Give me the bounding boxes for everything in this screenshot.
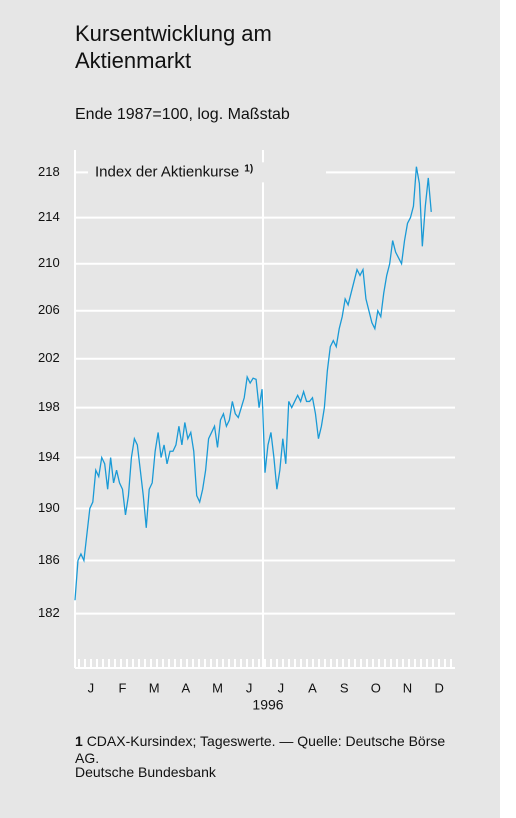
footnote-marker: 1	[75, 733, 83, 749]
footnote: CDAX-Kursindex; Tageswerte. — Quelle: De…	[75, 733, 446, 766]
chart-subtitle: Ende 1987=100, log. Maßstab	[75, 106, 290, 123]
x-tick-label: J	[88, 680, 95, 695]
x-tick-label: J	[278, 680, 285, 695]
y-tick-label: 182	[38, 605, 60, 620]
y-tick-label: 198	[38, 399, 60, 414]
annotation-bg	[88, 162, 326, 183]
y-tick-label: 218	[38, 164, 60, 179]
x-tick-label: M	[149, 680, 160, 695]
source: Deutsche Bundesbank	[75, 764, 216, 780]
annotation: Index der Aktienkurse 1)	[95, 163, 253, 180]
chart-title: Kursentwicklung am Aktienmarkt	[75, 21, 272, 73]
x-tick-label: M	[212, 680, 223, 695]
x-tick-label: F	[119, 680, 127, 695]
x-tick-label: A	[181, 680, 190, 695]
x-tick-label: S	[340, 680, 349, 695]
panel	[0, 0, 500, 818]
y-tick-label: 210	[38, 255, 60, 270]
x-tick-label: J	[246, 680, 253, 695]
x-tick-label: N	[403, 680, 412, 695]
y-tick-label: 214	[38, 209, 60, 224]
x-tick-label: D	[434, 680, 443, 695]
y-tick-label: 190	[38, 500, 60, 515]
data-line	[74, 166, 432, 601]
x-axis-label: 1996	[252, 697, 283, 713]
annotation-text: Index der Aktienkurse	[95, 163, 239, 180]
y-tick-label: 202	[38, 350, 60, 365]
y-tick-label: 206	[38, 302, 60, 317]
footnote-block: 1 CDAX-Kursindex; Tageswerte. — Quelle: …	[75, 733, 455, 767]
annotation-note: 1)	[244, 163, 253, 174]
x-tick-label: O	[371, 680, 381, 695]
x-tick-label: A	[308, 680, 317, 695]
y-tick-label: 186	[38, 552, 60, 567]
y-tick-label: 194	[38, 449, 60, 464]
